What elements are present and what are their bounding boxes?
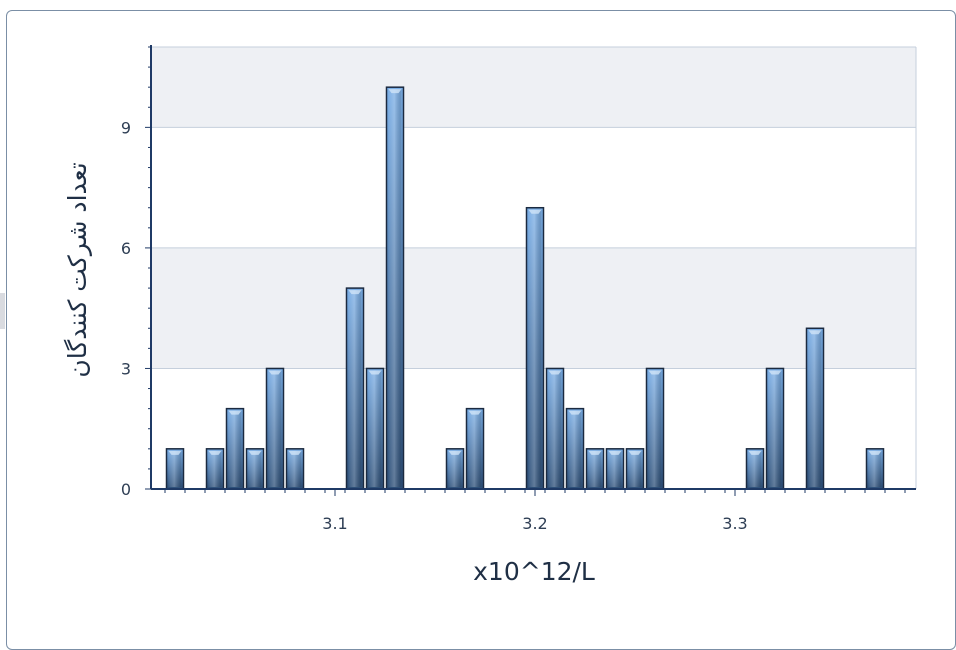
bar-highlight (868, 450, 882, 487)
y-axis-title: تعداد شرکت کنندگان (63, 162, 92, 377)
bar-highlight (248, 450, 262, 487)
y-tick-label: 0 (121, 480, 131, 499)
bar-highlight (548, 370, 562, 487)
bar-highlight (388, 89, 402, 487)
bar-highlight (168, 450, 182, 487)
bar-bevel (648, 370, 662, 375)
bar-bevel (528, 209, 542, 214)
y-tick-label: 6 (121, 239, 131, 258)
bar-bevel (268, 370, 282, 375)
bar-highlight (348, 290, 362, 487)
x-tick-label: 3.1 (322, 514, 347, 533)
bar-highlight (808, 330, 822, 487)
bar-highlight (268, 370, 282, 487)
bar-bevel (248, 450, 262, 455)
x-tick-label: 3.2 (522, 514, 547, 533)
bar-highlight (588, 450, 602, 487)
bar-bevel (468, 410, 482, 415)
bar-bevel (868, 450, 882, 455)
bar-bevel (628, 450, 642, 455)
bar-bevel (768, 370, 782, 375)
bar-highlight (468, 410, 482, 487)
bar-bevel (568, 410, 582, 415)
bar-highlight (228, 410, 242, 487)
bars (165, 86, 885, 490)
bar-highlight (368, 370, 382, 487)
x-tick-label: 3.3 (722, 514, 747, 533)
edge-marker (0, 293, 5, 329)
bar-bevel (388, 89, 402, 94)
bar-bevel (588, 450, 602, 455)
bar-bevel (748, 450, 762, 455)
bar-highlight (568, 410, 582, 487)
bar-bevel (168, 450, 182, 455)
bar-bevel (228, 410, 242, 415)
bar-highlight (208, 450, 222, 487)
histogram-chart: 0 3 6 9 3.1 3.2 3.3 x10^12/L تعداد شرکت کنندگا… (63, 45, 917, 586)
bar-bevel (288, 450, 302, 455)
bar-bevel (208, 450, 222, 455)
bar-highlight (748, 450, 762, 487)
bar-highlight (648, 370, 662, 487)
bar-highlight (528, 209, 542, 487)
tick-labels: 0 3 6 9 3.1 3.2 3.3 (121, 118, 748, 533)
bar-bevel (348, 290, 362, 295)
bar-bevel (608, 450, 622, 455)
axes (145, 45, 916, 496)
x-axis-title: x10^12/L (473, 557, 595, 586)
bar-bevel (808, 330, 822, 335)
bar-bevel (448, 450, 462, 455)
bar-bevel (548, 370, 562, 375)
bar-bevel (368, 370, 382, 375)
y-tick-label: 3 (121, 359, 131, 378)
bar-highlight (288, 450, 302, 487)
grid-band (151, 47, 916, 128)
bar-highlight (628, 450, 642, 487)
bar-highlight (768, 370, 782, 487)
bar-highlight (608, 450, 622, 487)
bar-highlight (448, 450, 462, 487)
y-tick-label: 9 (121, 118, 131, 137)
